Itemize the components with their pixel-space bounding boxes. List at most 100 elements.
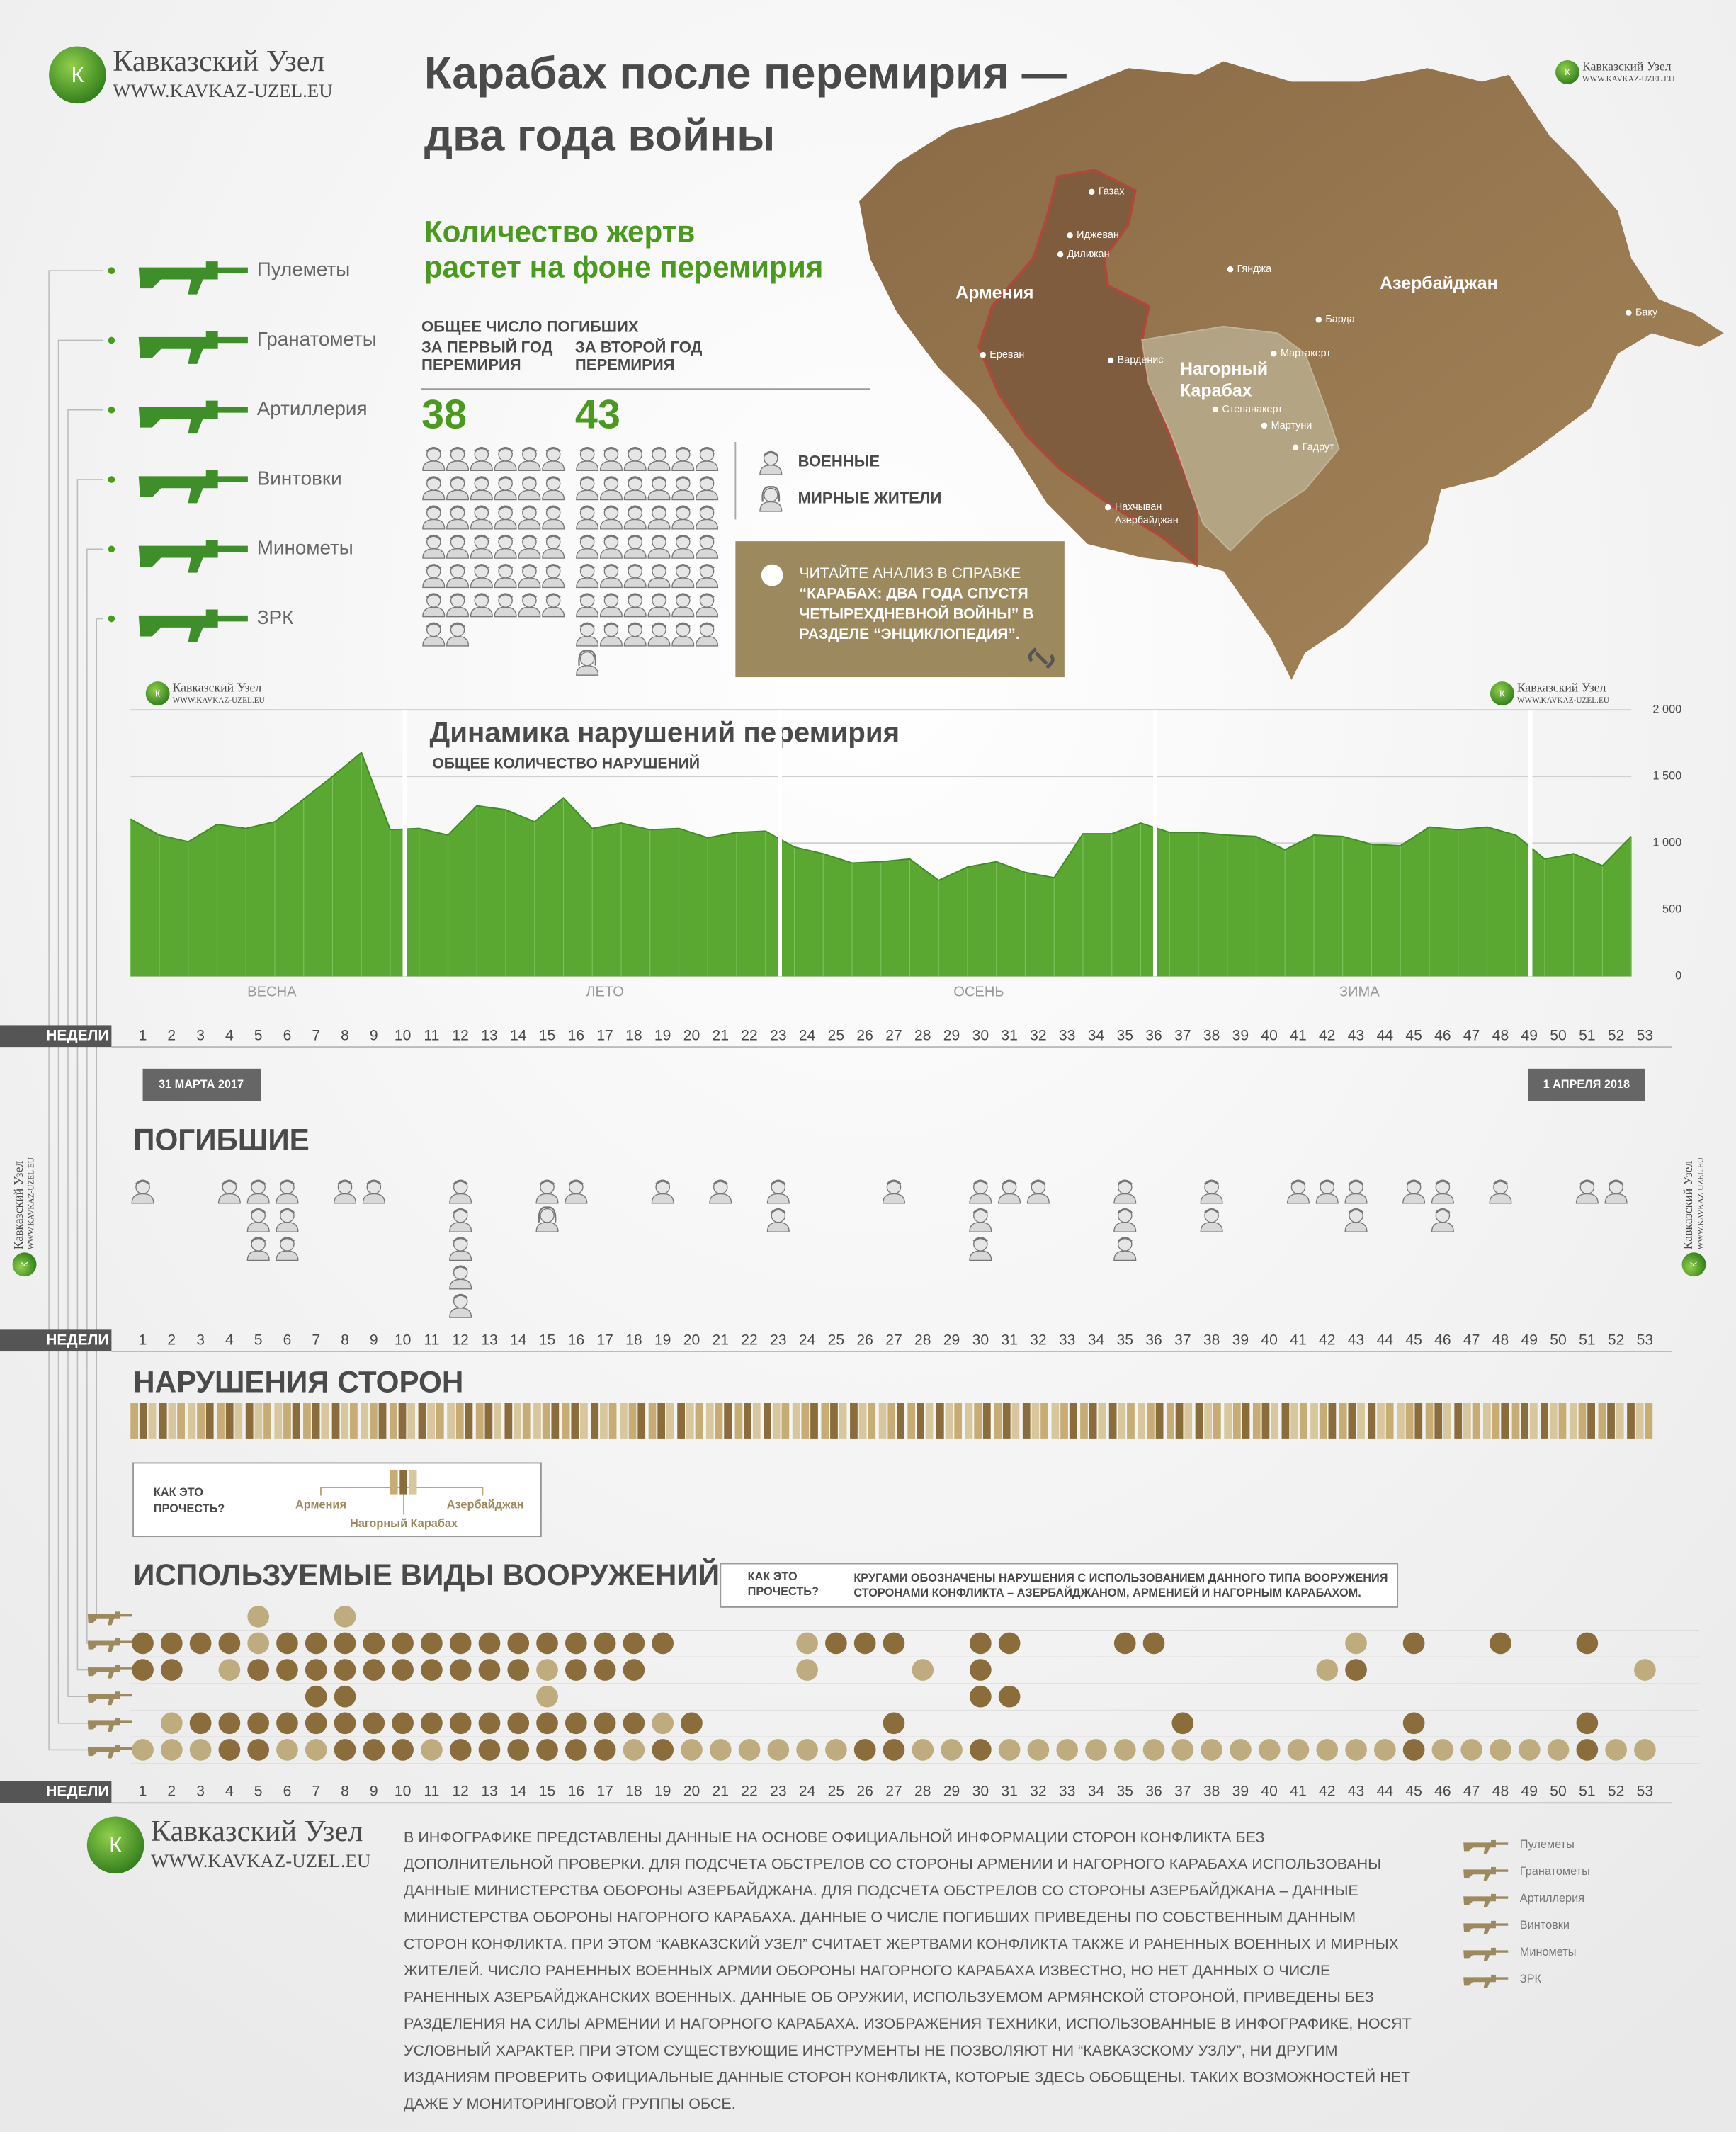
logo-name: Кавказский Узел — [113, 45, 324, 78]
military-icon — [1113, 1208, 1137, 1232]
icon-hair — [886, 1179, 902, 1186]
connector — [76, 479, 103, 1671]
violation-strip — [1060, 1402, 1068, 1439]
logo-url: WWW.KAVKAZ-UZEL.EU — [113, 80, 332, 101]
footer-text: СТОРОН КОНФЛИКТА. ПРИ ЭТОМ “КАВКАЗСКИЙ У… — [404, 1934, 1399, 1952]
usage-dot — [421, 1632, 443, 1655]
military-icon — [470, 505, 493, 530]
period-label: ЗА ПЕРВЫЙ ГОД — [421, 338, 553, 356]
week-label: 33 — [1059, 1332, 1075, 1348]
violation-strip — [637, 1402, 646, 1439]
logo-url: WWW.KAVKAZ-UZEL.EU — [173, 696, 265, 705]
icon-body — [494, 489, 517, 501]
legend-weapon: Пулеметы — [1520, 1838, 1575, 1851]
week-label: 3 — [196, 1784, 205, 1800]
violation-strip — [1558, 1402, 1567, 1439]
icon-body — [542, 489, 565, 501]
military-icon — [651, 1179, 674, 1204]
military-icon — [470, 534, 493, 559]
violation-strip — [1089, 1402, 1097, 1439]
city-dot — [980, 351, 986, 358]
week-label: 20 — [683, 1784, 700, 1800]
military-icon — [518, 534, 541, 559]
logo-mark — [145, 681, 170, 706]
military-icon — [623, 593, 647, 618]
logo-name: Кавказский Узел — [1681, 1161, 1695, 1250]
military-icon — [446, 622, 470, 647]
period-label: ЗА ВТОРОЙ ГОД — [575, 338, 703, 356]
icon-hair — [628, 476, 643, 482]
usage-dot — [132, 1659, 154, 1681]
week-label: 15 — [539, 1784, 555, 1800]
icon-hair — [1435, 1208, 1451, 1214]
chart-title: Динамика нарушений перемирия — [430, 716, 900, 748]
icon-body — [671, 577, 695, 589]
icon-body — [671, 518, 695, 530]
week-label: 46 — [1434, 1784, 1451, 1800]
military-icon — [518, 564, 541, 589]
icon-body — [647, 460, 671, 471]
usage-dot — [1258, 1739, 1281, 1761]
violation-strip — [159, 1402, 167, 1439]
icon-hair — [1290, 1179, 1306, 1186]
weapon-label: ЗРК — [257, 606, 294, 628]
icon-hair — [771, 1179, 786, 1186]
violation-strip — [1434, 1402, 1443, 1439]
icon-hair — [675, 476, 691, 482]
military-icon — [449, 1237, 472, 1261]
week-label: 24 — [799, 1027, 816, 1043]
connector — [67, 409, 103, 1697]
icon-hair — [568, 1179, 584, 1186]
weapon-dot — [108, 336, 115, 344]
usage-dot — [449, 1739, 472, 1761]
icon-hair — [628, 535, 643, 540]
icon-hair — [521, 564, 538, 569]
icon-hair — [497, 593, 514, 599]
violation-strip — [1627, 1402, 1635, 1439]
icon-body — [623, 518, 647, 530]
icon-hair — [279, 1179, 295, 1186]
usage-dot — [536, 1632, 558, 1655]
military-icon — [1315, 1179, 1339, 1204]
logo-letters: К — [1689, 1261, 1699, 1267]
how-label: КАК ЭТО — [748, 1570, 798, 1583]
violation-strip — [628, 1402, 637, 1439]
icon-body — [647, 606, 671, 618]
violation-strip — [455, 1402, 464, 1439]
icon-hair — [675, 447, 691, 453]
icon-body — [623, 577, 647, 589]
week-label: 1 — [139, 1784, 147, 1800]
usage-dot — [565, 1632, 587, 1655]
icon-hair — [628, 564, 643, 569]
military-icon — [422, 564, 446, 589]
footer-text: ИЗДАНИЯМ ПРОВЕРИТЬ ОФИЦИАЛЬНЫЕ ДАННЫЕ СТ… — [404, 2068, 1410, 2085]
icon-hair — [426, 535, 441, 540]
violation-strip — [734, 1402, 743, 1439]
icon-hair — [1579, 1179, 1595, 1186]
usage-dot — [1576, 1632, 1599, 1655]
violation-strip — [361, 1402, 369, 1439]
icon-body — [576, 548, 599, 559]
violation-strip — [1108, 1402, 1117, 1439]
usage-dot — [247, 1739, 270, 1761]
military-icon — [671, 534, 695, 559]
icon-hair — [675, 593, 691, 599]
violation-strip — [1635, 1402, 1644, 1439]
violation-strip — [1031, 1402, 1040, 1439]
military-icon — [647, 505, 671, 530]
icon-hair — [603, 447, 619, 453]
city-dot — [1089, 188, 1095, 195]
military-icon — [599, 622, 623, 647]
weapon-shape — [138, 609, 248, 642]
icon-hair — [579, 535, 595, 540]
military-icon — [1431, 1179, 1454, 1204]
usage-dot — [160, 1632, 183, 1655]
usage-dot — [363, 1712, 385, 1735]
icon-body — [542, 518, 565, 530]
usage-dot — [767, 1739, 790, 1761]
violation-strip — [1578, 1402, 1587, 1439]
icon-body — [1344, 1193, 1368, 1204]
icon-hair — [699, 535, 715, 540]
info-box[interactable]: ЧИТАЙТЕ АНАЛИЗ В СПРАВКЕ “КАРАБАХ: ДВА ГО… — [735, 541, 1065, 678]
week-label: 53 — [1637, 1784, 1653, 1800]
